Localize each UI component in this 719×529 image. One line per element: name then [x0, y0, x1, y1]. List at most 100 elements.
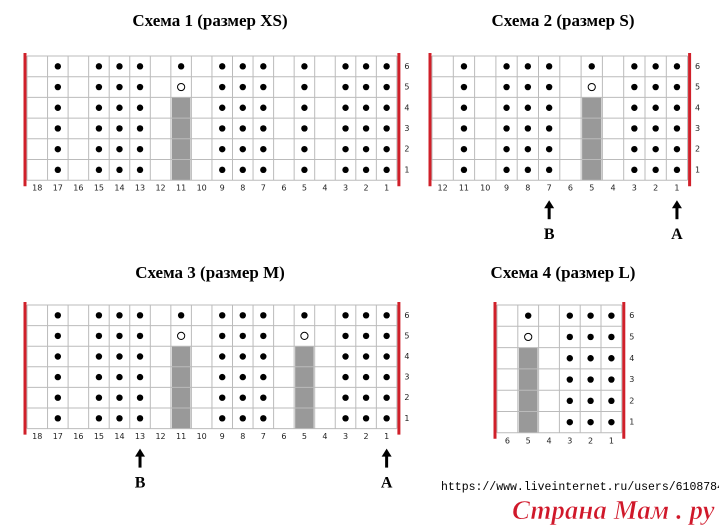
stitch-dot	[460, 125, 468, 132]
column-number: 10	[480, 184, 490, 193]
stitch-dot	[136, 104, 144, 111]
column-number: 12	[155, 184, 165, 193]
stitch-dot	[260, 125, 267, 132]
stitch-dot	[673, 83, 681, 91]
stitch-dot	[260, 415, 267, 422]
stitch-dot	[524, 83, 532, 91]
stitch-dot	[95, 125, 103, 132]
stitch-dot	[116, 332, 123, 340]
column-number: 18	[32, 432, 42, 441]
column-number: 15	[94, 184, 104, 193]
stitch-dot	[362, 332, 370, 340]
stitch-dot	[362, 312, 370, 319]
row-number: 4	[629, 354, 634, 363]
stitch-dot	[301, 83, 308, 91]
column-number: 3	[343, 184, 348, 193]
yarn-over	[524, 332, 533, 342]
stitch-dot	[566, 333, 573, 341]
arrow-head	[135, 448, 146, 457]
stitch-dot	[54, 415, 62, 422]
row-number: 3	[404, 373, 409, 382]
stitch-dot	[239, 145, 246, 153]
stitch-dot	[525, 312, 532, 319]
stitch-dot	[136, 125, 144, 132]
column-number: 4	[611, 184, 616, 193]
row-number: 6	[629, 311, 634, 320]
stitch-dot	[608, 376, 615, 383]
stitch-dot	[362, 353, 370, 360]
row-number: 2	[695, 145, 700, 154]
stitch-dot	[652, 125, 659, 132]
stitch-dot	[116, 353, 123, 360]
stitch-dot	[54, 332, 62, 340]
stitch-dot	[219, 63, 226, 70]
column-number: 4	[546, 436, 551, 445]
stitch-dot	[95, 63, 103, 70]
stitch-dot	[608, 333, 615, 341]
arrow-head	[381, 448, 392, 457]
stitch-dot	[362, 415, 370, 422]
stitch-dot	[588, 63, 595, 70]
stitch-dot	[608, 418, 615, 426]
stitch-dot	[362, 166, 370, 174]
scheme-title: Схема 4 (размер L)	[491, 263, 636, 282]
stitch-dot	[177, 63, 185, 70]
stitch-dot	[95, 166, 103, 174]
stitch-dot	[342, 394, 349, 401]
stitch-dot	[54, 373, 62, 381]
stitch-dot	[460, 83, 468, 91]
column-number: 11	[176, 432, 186, 441]
stitch-dot	[673, 166, 681, 174]
stitch-dot	[239, 166, 246, 174]
stitch-dot	[219, 415, 226, 422]
stitch-dot	[136, 394, 144, 401]
stitch-dot	[301, 125, 308, 132]
row-number: 1	[404, 414, 409, 423]
stitch-dot	[342, 312, 349, 319]
arrow-label: B	[544, 226, 555, 243]
stitch-dot	[383, 312, 390, 319]
source-url: https://www.liveinternet.ru/users/610878…	[441, 481, 719, 494]
stitch-dot	[260, 63, 267, 70]
column-number: 11	[459, 184, 469, 193]
stitch-dot	[95, 373, 103, 381]
column-number: 10	[197, 184, 207, 193]
stitch-dot	[219, 373, 226, 381]
stitch-dot	[342, 373, 349, 381]
stitch-dot	[136, 145, 144, 153]
column-number: 16	[73, 184, 83, 193]
column-number: 7	[261, 432, 266, 441]
stitch-dot	[342, 145, 349, 153]
stitch-dot	[116, 104, 123, 111]
stitch-dot	[362, 145, 370, 153]
stitch-dot	[260, 104, 267, 111]
stitch-dot	[503, 166, 510, 174]
row-number: 5	[695, 83, 700, 92]
stitch-dot	[608, 312, 615, 319]
stitch-dot	[383, 415, 390, 422]
stitch-dot	[587, 355, 594, 362]
stitch-dot	[301, 145, 308, 153]
stitch-dot	[54, 63, 62, 70]
stitch-dot	[383, 394, 390, 401]
stitch-dot	[383, 83, 390, 91]
stitch-dot	[116, 145, 123, 153]
stitch-dot	[136, 312, 144, 319]
stitch-dot	[503, 104, 510, 111]
stitch-dot	[301, 312, 308, 319]
stitch-dot	[136, 166, 144, 174]
stitch-dot	[260, 373, 267, 381]
stitch-dot	[342, 125, 349, 132]
column-number: 14	[114, 184, 124, 193]
stitch-dot	[54, 353, 62, 360]
row-number: 6	[404, 311, 409, 320]
stitch-dot	[545, 63, 553, 70]
stitch-dot	[219, 83, 226, 91]
stitch-dot	[260, 394, 267, 401]
stitch-dot	[383, 166, 390, 174]
stitch-dot	[524, 63, 532, 70]
row-number: 6	[695, 62, 700, 71]
stitch-dot	[260, 332, 267, 340]
stitch-dot	[673, 63, 681, 70]
